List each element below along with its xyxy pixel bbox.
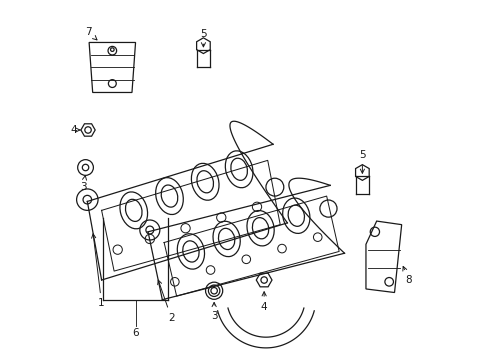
Text: 3: 3 bbox=[210, 302, 217, 321]
Text: 3: 3 bbox=[80, 176, 86, 192]
Text: 7: 7 bbox=[84, 27, 97, 40]
Text: 5: 5 bbox=[358, 150, 365, 173]
Text: 6: 6 bbox=[132, 328, 139, 338]
Text: 1: 1 bbox=[91, 234, 105, 308]
Text: 5: 5 bbox=[200, 28, 206, 47]
Text: 4: 4 bbox=[260, 292, 267, 312]
Text: 2: 2 bbox=[157, 280, 174, 323]
Text: 4: 4 bbox=[70, 125, 80, 135]
Text: 8: 8 bbox=[402, 266, 411, 285]
